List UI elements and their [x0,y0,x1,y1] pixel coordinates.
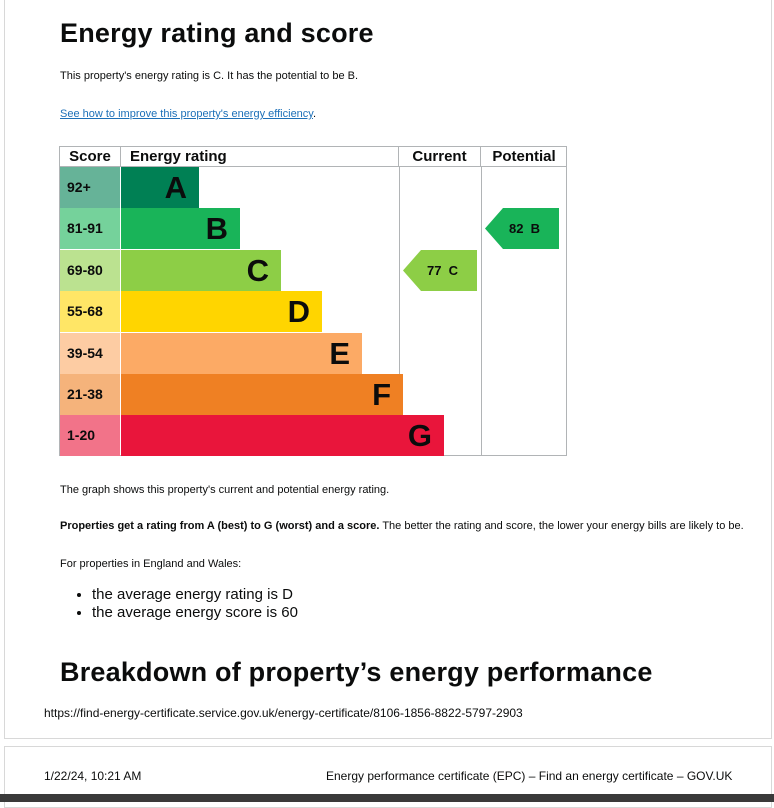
band-score-e: 39-54 [60,332,120,374]
band-score-g: 1-20 [60,415,120,457]
potential-rating-arrow-label: 82 B [509,221,541,237]
energy-rating-table: Score Energy rating Current Potential 92… [59,146,567,457]
breakdown-heading: Breakdown of property’s energy performan… [60,657,653,687]
band-score-f: 21-38 [60,374,120,415]
average-score-item: the average energy score is 60 [92,604,298,622]
band-score-a: 92+ [60,167,120,208]
energy-rating-column-header: Energy rating [121,147,399,167]
england-wales-label: For properties in England and Wales: [60,558,242,570]
current-column-header: Current [399,147,481,167]
current-rating-arrow-shape [403,249,477,291]
band-score-b: 81-91 [60,208,120,250]
improve-paragraph: See how to improve this property's energ… [60,108,316,120]
band-bar-a: A [121,167,199,208]
current-rating-arrow: 77 C [403,249,477,291]
footer-page-title: Energy performance certificate (EPC) – F… [326,769,733,783]
page-title: Energy rating and score [60,18,374,48]
potential-rating-arrow-shape [485,208,559,250]
rating-explanation-bold: Properties get a rating from A (best) to… [60,520,380,532]
page-edge-shadow [0,794,774,802]
footer-url: https://find-energy-certificate.service.… [44,706,523,720]
band-bar-f: F [121,374,403,415]
band-bar-d: D [121,291,322,333]
band-score-d: 55-68 [60,291,120,333]
band-score-c: 69-80 [60,249,120,291]
band-bar-c: C [121,249,281,291]
current-rating-arrow-label: 77 C [427,262,459,278]
graph-note: The graph shows this property's current … [60,484,390,496]
band-bar-b: B [121,208,240,250]
current-column-divider [399,167,400,455]
rating-intro: This property's energy rating is C. It h… [60,70,359,82]
footer-date: 1/22/24, 10:21 AM [44,769,142,783]
band-bar-e: E [121,332,362,374]
score-column-header: Score [60,147,121,167]
potential-column-divider [481,167,482,455]
potential-column-header: Potential [481,147,567,167]
average-list: the average energy rating is D the avera… [60,586,298,622]
average-rating-item: the average energy rating is D [92,586,298,604]
rating-explanation-rest: The better the rating and score, the low… [379,520,744,532]
improve-efficiency-link[interactable]: See how to improve this property's energ… [60,108,313,120]
improve-link-period: . [312,108,317,120]
band-bar-g: G [121,415,444,457]
potential-rating-arrow: 82 B [485,208,559,250]
rating-explanation: Properties get a rating from A (best) to… [60,520,744,532]
